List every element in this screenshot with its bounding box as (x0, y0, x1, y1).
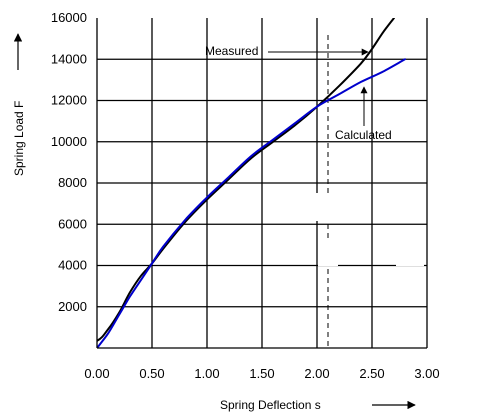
y-tick-labels: 2000 4000 6000 8000 10000 12000 14000 16000 (51, 10, 87, 314)
grid (97, 18, 428, 348)
y-axis-title: Spring Load F (12, 101, 26, 176)
axis-layer (96, 18, 427, 349)
y-tick-label-2: 6000 (58, 216, 87, 231)
series-layer (97, 18, 406, 348)
y-tick-label-1: 4000 (58, 258, 87, 273)
y-tick-label-3: 8000 (58, 175, 87, 190)
series-line-calculated (97, 58, 406, 348)
white-patch-top (315, 193, 339, 221)
y-tick-label-6: 14000 (51, 51, 87, 66)
x-tick-label-5: 2.50 (359, 366, 384, 381)
x-axis-title-group: Spring Deflection s (220, 398, 416, 412)
x-tick-labels: 0.00 0.50 1.00 1.50 2.00 2.50 3.00 (84, 366, 439, 381)
annotation-measured-label: Measured (205, 44, 258, 58)
white-patch-middle (318, 240, 338, 266)
annotation-calculated-label: Calculated (335, 128, 392, 142)
x-tick-label-1: 0.50 (139, 366, 164, 381)
y-tick-label-5: 12000 (51, 93, 87, 108)
y-tick-label-7: 16000 (51, 10, 87, 25)
series-line-measured (97, 18, 395, 342)
x-tick-label-6: 3.00 (414, 366, 439, 381)
x-tick-label-2: 1.00 (194, 366, 219, 381)
white-patch-right (396, 240, 424, 266)
y-axis-title-group: Spring Load F (12, 33, 26, 176)
x-tick-label-0: 0.00 (84, 366, 109, 381)
x-tick-label-3: 1.50 (249, 366, 274, 381)
y-tick-label-4: 10000 (51, 134, 87, 149)
x-axis-title: Spring Deflection s (220, 398, 321, 412)
x-tick-label-4: 2.00 (304, 366, 329, 381)
y-tick-label-0: 2000 (58, 299, 87, 314)
